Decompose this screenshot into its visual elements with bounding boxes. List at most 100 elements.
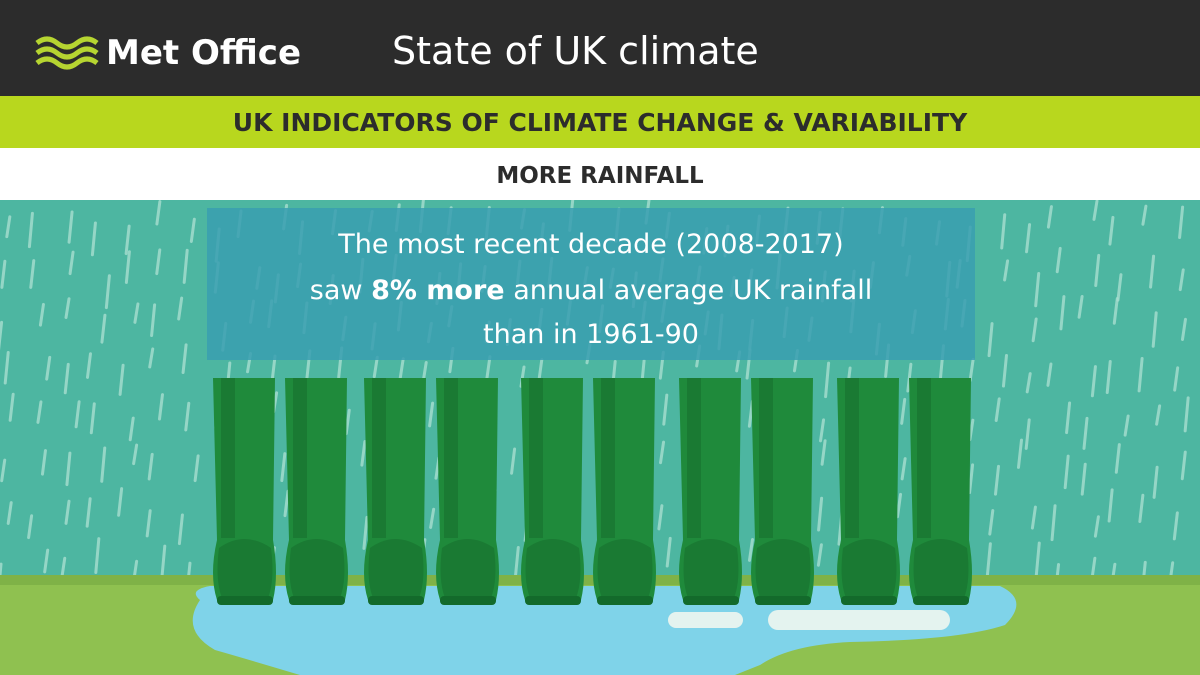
raindrop bbox=[63, 362, 70, 395]
raindrop bbox=[994, 397, 1001, 423]
raindrop bbox=[147, 452, 154, 481]
raindrop bbox=[1000, 213, 1007, 250]
raindrop bbox=[816, 543, 823, 567]
boot bbox=[436, 378, 499, 605]
raindrop bbox=[181, 343, 188, 374]
raindrop bbox=[8, 392, 15, 422]
banner-bar bbox=[0, 96, 1200, 148]
raindrop bbox=[665, 536, 672, 568]
raindrop bbox=[900, 457, 907, 481]
boot bbox=[909, 378, 972, 605]
raindrop bbox=[987, 322, 994, 358]
raindrop bbox=[1034, 272, 1041, 308]
logo-text: Met Office bbox=[106, 33, 301, 73]
raindrop bbox=[372, 355, 379, 379]
boot-sole bbox=[683, 596, 739, 605]
boot-sole bbox=[217, 596, 273, 605]
header-bar bbox=[0, 0, 1200, 96]
raindrop bbox=[1034, 541, 1041, 578]
raindrop bbox=[429, 507, 436, 529]
raindrop bbox=[662, 393, 669, 426]
raindrop bbox=[968, 358, 975, 383]
raindrop bbox=[90, 221, 97, 257]
raindrop bbox=[157, 393, 164, 421]
raindrop bbox=[994, 464, 1001, 496]
boot bbox=[837, 378, 900, 605]
raindrop bbox=[89, 402, 96, 435]
raindrop bbox=[64, 297, 71, 319]
raindrop bbox=[1116, 273, 1123, 302]
raindrop bbox=[124, 250, 131, 284]
raindrop bbox=[1155, 404, 1162, 426]
raindrop bbox=[510, 447, 517, 475]
boot-foot bbox=[289, 539, 345, 602]
raindrop bbox=[1059, 295, 1066, 331]
boot-foot bbox=[368, 539, 424, 602]
raindrop bbox=[177, 513, 184, 546]
boot-foot bbox=[217, 539, 273, 602]
raindrop bbox=[0, 562, 3, 593]
raindrop bbox=[1055, 246, 1062, 274]
raindrop bbox=[64, 499, 71, 525]
raindrop bbox=[1180, 317, 1187, 341]
puddle bbox=[192, 586, 1017, 675]
raindrop bbox=[1094, 253, 1101, 287]
raindrop bbox=[124, 224, 131, 256]
boot-foot bbox=[597, 539, 653, 602]
boot bbox=[521, 378, 584, 605]
raindrop bbox=[1080, 462, 1087, 496]
boot-sole bbox=[841, 596, 897, 605]
raindrop bbox=[38, 302, 45, 327]
raindrop bbox=[100, 446, 107, 483]
puddle-highlight bbox=[768, 610, 950, 630]
raindrop bbox=[513, 546, 520, 580]
boot-stripe bbox=[917, 378, 931, 538]
raindrop bbox=[1141, 204, 1148, 226]
raindrop bbox=[184, 401, 191, 432]
message-text: saw bbox=[310, 275, 363, 306]
raindrop bbox=[117, 487, 124, 517]
raindrop bbox=[1063, 454, 1070, 490]
boot-sole bbox=[913, 596, 969, 605]
raindrop bbox=[968, 418, 975, 442]
raindrop bbox=[1137, 357, 1144, 393]
boot-stripe bbox=[221, 378, 235, 538]
boot-stripe bbox=[845, 378, 859, 538]
raindrop bbox=[1149, 254, 1156, 289]
raindrop bbox=[3, 351, 10, 385]
message-text: annual average UK rainfall bbox=[513, 275, 872, 306]
raindrop bbox=[118, 363, 125, 396]
raindrop bbox=[817, 496, 824, 532]
raindrop bbox=[148, 347, 155, 369]
raindrop bbox=[68, 250, 75, 276]
raindrop bbox=[0, 458, 7, 483]
raindrop bbox=[1151, 311, 1158, 348]
boot-stripe bbox=[759, 378, 773, 538]
raindrop bbox=[1107, 488, 1114, 523]
raindrop bbox=[100, 313, 107, 344]
boot bbox=[679, 378, 742, 605]
boot bbox=[751, 378, 814, 605]
raindrop bbox=[74, 400, 81, 429]
raindrop bbox=[1050, 504, 1057, 542]
raindrop bbox=[150, 303, 157, 338]
raindrop bbox=[189, 217, 196, 243]
raindrop bbox=[1092, 199, 1099, 221]
raindrop bbox=[1093, 515, 1100, 538]
raindrop bbox=[155, 248, 162, 276]
raindrop bbox=[45, 355, 52, 381]
raindrop bbox=[182, 248, 189, 284]
boot-stripe bbox=[293, 378, 307, 538]
raindrop bbox=[280, 452, 287, 483]
raindrop bbox=[29, 259, 36, 289]
raindrop bbox=[1077, 294, 1084, 319]
raindrop bbox=[900, 397, 907, 425]
boot-stripe bbox=[601, 378, 615, 538]
raindrop bbox=[988, 509, 995, 536]
raindrop bbox=[177, 296, 184, 321]
boot-stripe bbox=[529, 378, 543, 538]
subheading-bar bbox=[0, 148, 1200, 200]
raindrop bbox=[1180, 450, 1187, 481]
raindrop bbox=[1112, 297, 1119, 325]
raindrop bbox=[1105, 359, 1112, 395]
